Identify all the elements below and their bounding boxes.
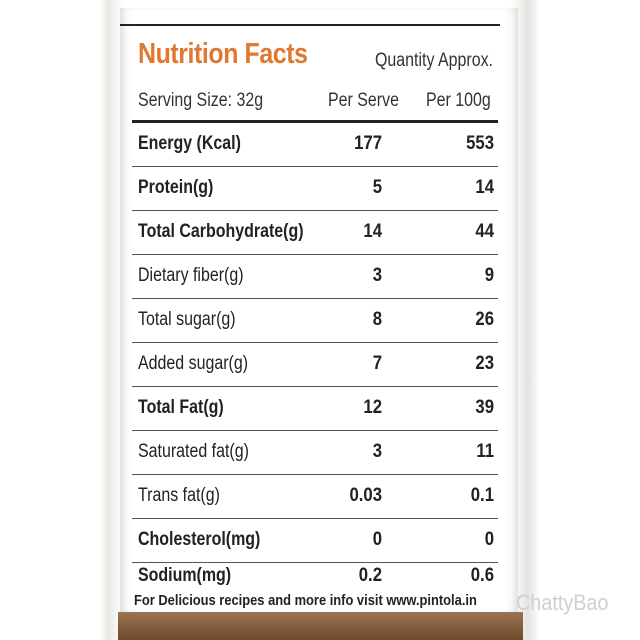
nutrient-name: Total Carbohydrate(g)	[138, 221, 304, 242]
value-per-serve: 3	[372, 265, 382, 286]
nutrition-title: Nutrition Facts	[138, 38, 308, 70]
value-per-100g: 0.6	[470, 565, 494, 586]
value-per-serve: 5	[372, 177, 382, 198]
nutrient-row-total-carbohydrate: Total Carbohydrate(g) 14 44	[132, 211, 498, 255]
value-per-serve: 7	[372, 353, 382, 374]
nutrient-row-added-sugar: Added sugar(g) 7 23	[132, 343, 498, 387]
watermark-text: ChattyBao	[516, 590, 609, 615]
quantity-note: Quantity Approx.	[375, 50, 493, 71]
value-per-serve: 0.03	[349, 485, 382, 506]
column-header-per-100g: Per 100g	[426, 90, 491, 111]
top-rule	[120, 24, 500, 26]
nutrient-row-dietary-fiber: Dietary fiber(g) 3 9	[132, 255, 498, 299]
nutrient-name: Dietary fiber(g)	[138, 265, 244, 286]
value-per-100g: 23	[475, 353, 494, 374]
nutrient-row-saturated-fat: Saturated fat(g) 3 11	[132, 431, 498, 475]
value-per-100g: 14	[475, 177, 494, 198]
nutrient-row-total-fat: Total Fat(g) 12 39	[132, 387, 498, 431]
value-per-serve: 3	[372, 441, 382, 462]
nutrient-row-energy: Energy (Kcal) 177 553	[132, 123, 498, 167]
value-per-100g: 26	[475, 309, 494, 330]
value-per-100g: 44	[475, 221, 494, 242]
value-per-100g: 39	[475, 397, 494, 418]
jar-base	[118, 612, 523, 640]
nutrient-row-trans-fat: Trans fat(g) 0.03 0.1	[132, 475, 498, 519]
nutrient-name: Cholesterol(mg)	[138, 529, 261, 550]
footer-recipes-note: For Delicious recipes and more info visi…	[134, 592, 477, 609]
value-per-serve: 8	[372, 309, 382, 330]
serving-size: Serving Size: 32g	[138, 90, 264, 111]
value-per-100g: 9	[484, 265, 494, 286]
nutrient-name: Total Fat(g)	[138, 397, 224, 418]
column-header-per-serve: Per Serve	[328, 90, 399, 111]
value-per-100g: 0.1	[470, 485, 494, 506]
value-per-100g: 0	[484, 529, 494, 550]
nutrition-label: Nutrition Facts Quantity Approx. Serving…	[120, 8, 518, 612]
nutrient-row-cholesterol: Cholesterol(mg) 0 0	[132, 519, 498, 563]
nutrient-row-sodium: Sodium(mg) 0.2 0.6	[132, 555, 498, 598]
value-per-serve: 177	[354, 133, 382, 154]
nutrient-name: Trans fat(g)	[138, 485, 220, 506]
nutrient-name: Protein(g)	[138, 177, 214, 198]
nutrient-name: Sodium(mg)	[138, 565, 232, 586]
header-rule	[132, 120, 498, 123]
value-per-serve: 0	[372, 529, 382, 550]
value-per-serve: 14	[363, 221, 382, 242]
value-per-serve: 12	[363, 397, 382, 418]
nutrient-name: Energy (Kcal)	[138, 133, 241, 154]
value-per-serve: 0.2	[358, 565, 382, 586]
value-per-100g: 11	[476, 441, 494, 462]
value-per-100g: 553	[466, 133, 494, 154]
nutrient-row-protein: Protein(g) 5 14	[132, 167, 498, 211]
nutrient-row-total-sugar: Total sugar(g) 8 26	[132, 299, 498, 343]
nutrient-name: Saturated fat(g)	[138, 441, 249, 462]
nutrient-name: Added sugar(g)	[138, 353, 249, 374]
nutrient-name: Total sugar(g)	[138, 309, 236, 330]
